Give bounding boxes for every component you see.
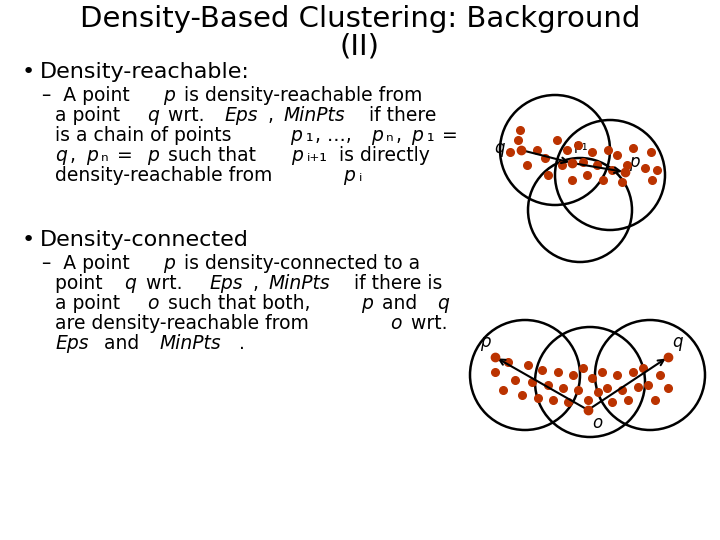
- Text: MinPts: MinPts: [284, 106, 345, 125]
- Text: wrt.: wrt.: [405, 314, 448, 333]
- Text: and: and: [98, 334, 145, 353]
- Text: Density-connected: Density-connected: [40, 230, 249, 250]
- Text: p: p: [291, 146, 303, 165]
- Text: p: p: [361, 294, 373, 313]
- Text: wrt.: wrt.: [162, 106, 210, 125]
- Text: point: point: [55, 274, 109, 293]
- Text: =: =: [111, 146, 139, 165]
- Text: Density-Based Clustering: Background: Density-Based Clustering: Background: [80, 5, 640, 33]
- Text: Eps: Eps: [55, 334, 89, 353]
- Text: ,: ,: [396, 126, 408, 145]
- Text: ,: ,: [253, 274, 265, 293]
- Text: such that both,: such that both,: [161, 294, 316, 313]
- Text: p: p: [411, 126, 423, 145]
- Text: p: p: [163, 254, 175, 273]
- Text: ₙ: ₙ: [101, 146, 109, 165]
- Text: Density-reachable:: Density-reachable:: [40, 62, 250, 82]
- Text: wrt.: wrt.: [140, 274, 194, 293]
- Text: if there: if there: [363, 106, 436, 125]
- Text: is a chain of points: is a chain of points: [55, 126, 238, 145]
- Text: –  A point: – A point: [42, 254, 136, 273]
- Text: if there is: if there is: [348, 274, 442, 293]
- Text: ₁: ₁: [306, 126, 313, 145]
- Text: MinPts: MinPts: [159, 334, 221, 353]
- Text: p: p: [163, 86, 175, 105]
- Text: =: =: [436, 126, 458, 145]
- Text: ,: ,: [268, 106, 280, 125]
- Text: •: •: [22, 230, 35, 250]
- Text: p: p: [629, 153, 639, 171]
- Text: , …,: , …,: [315, 126, 359, 145]
- Text: density-reachable from: density-reachable from: [55, 166, 279, 185]
- Text: ᵢ₊₁: ᵢ₊₁: [307, 146, 328, 165]
- Text: a point: a point: [55, 106, 126, 125]
- Text: o: o: [592, 414, 602, 432]
- Text: is directly: is directly: [333, 146, 431, 165]
- Text: o: o: [390, 314, 402, 333]
- Text: p: p: [371, 126, 382, 145]
- Text: q: q: [147, 106, 158, 125]
- Text: MinPts: MinPts: [269, 274, 330, 293]
- Text: is density-connected to a: is density-connected to a: [179, 254, 420, 273]
- Text: q: q: [437, 294, 449, 313]
- Text: o: o: [147, 294, 158, 313]
- Text: •: •: [22, 62, 35, 82]
- Text: p: p: [480, 333, 491, 351]
- Text: p: p: [343, 166, 355, 185]
- Text: and: and: [377, 294, 423, 313]
- Text: a point: a point: [55, 294, 126, 313]
- Text: –  A point: – A point: [42, 86, 136, 105]
- Text: such that: such that: [162, 146, 262, 165]
- Text: (II): (II): [340, 33, 380, 61]
- Text: ₁: ₁: [427, 126, 434, 145]
- Text: ,: ,: [71, 146, 82, 165]
- Text: ᵢ: ᵢ: [359, 166, 362, 185]
- Text: q: q: [672, 333, 683, 351]
- Text: are density-reachable from: are density-reachable from: [55, 314, 315, 333]
- Text: q: q: [495, 139, 505, 157]
- Text: is density-reachable from: is density-reachable from: [179, 86, 423, 105]
- Text: Eps: Eps: [210, 274, 243, 293]
- Text: p: p: [290, 126, 302, 145]
- Text: p₁: p₁: [574, 139, 588, 153]
- Text: q: q: [124, 274, 136, 293]
- Text: p: p: [147, 146, 158, 165]
- Text: ₙ: ₙ: [386, 126, 394, 145]
- Text: q: q: [55, 146, 67, 165]
- Text: .: .: [239, 334, 245, 353]
- Text: p: p: [86, 146, 98, 165]
- Text: Eps: Eps: [225, 106, 258, 125]
